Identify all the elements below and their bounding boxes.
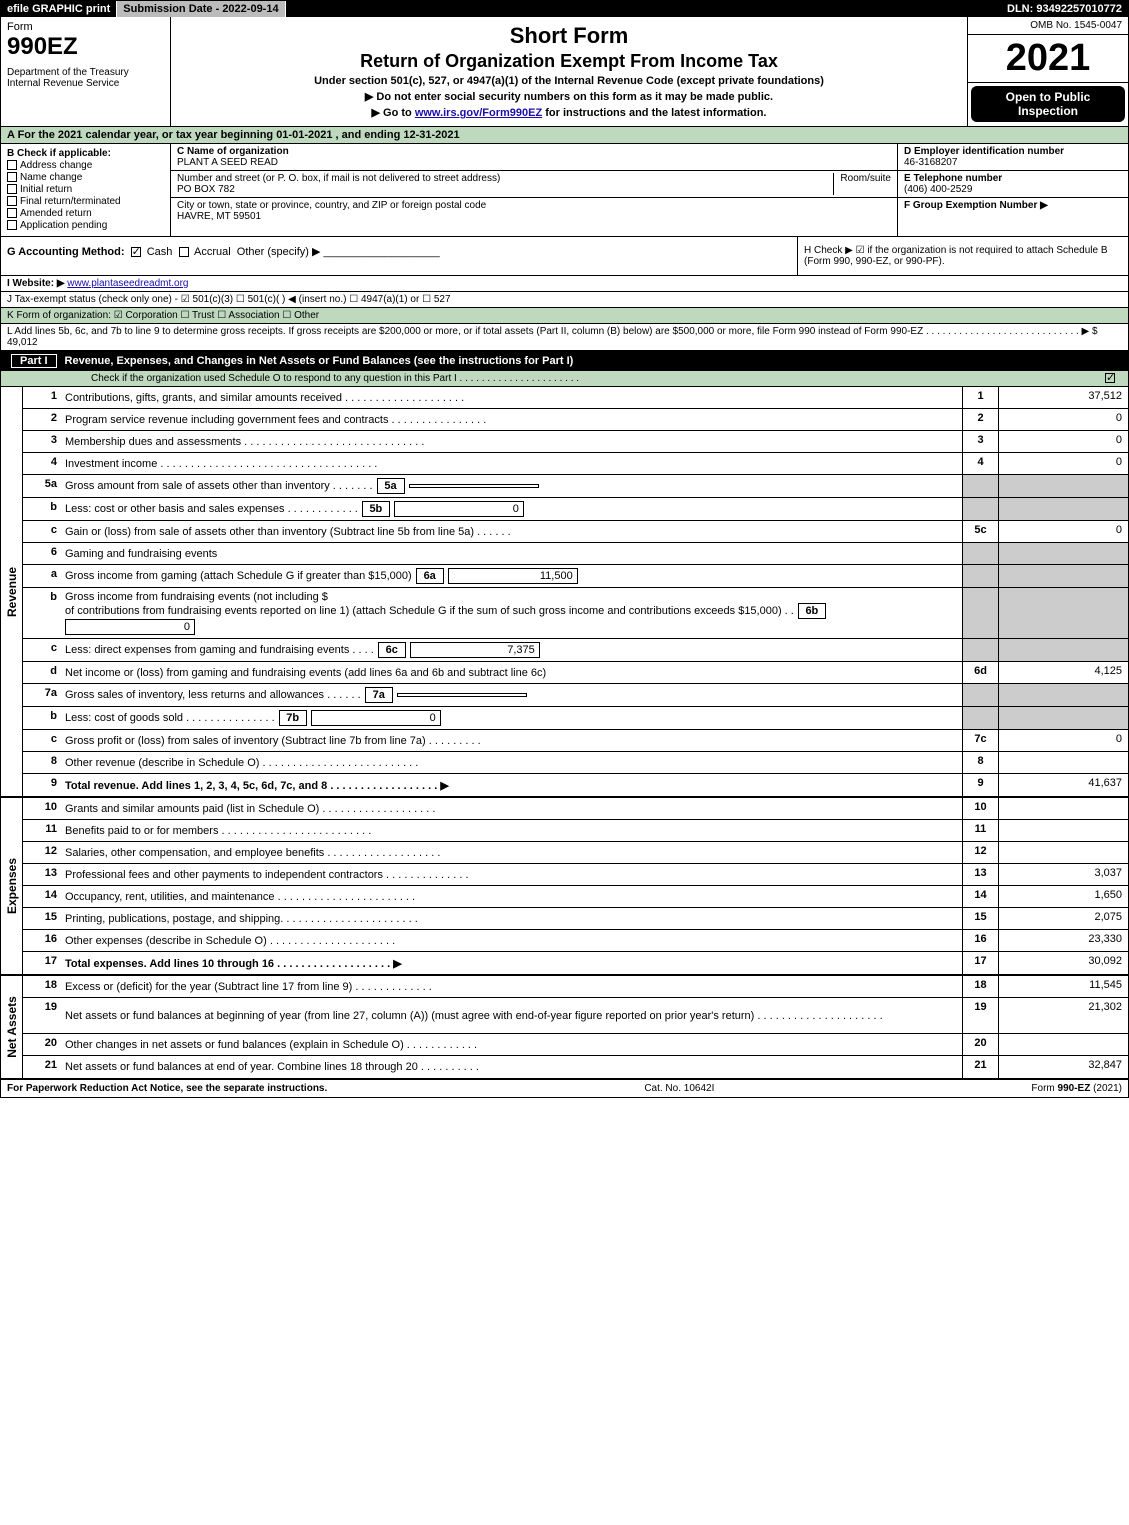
irs-link[interactable]: www.irs.gov/Form990EZ: [415, 107, 542, 119]
ein-value: 46-3168207: [904, 157, 957, 168]
line-6a-value: 11,500: [448, 568, 578, 584]
line-21-value: 32,847: [998, 1056, 1128, 1078]
line-7c-value: 0: [998, 730, 1128, 751]
submission-date: Submission Date - 2022-09-14: [117, 1, 285, 17]
box-g-accounting: G Accounting Method: Cash Accrual Other …: [1, 237, 798, 275]
form-990ez: efile GRAPHIC print Submission Date - 20…: [0, 0, 1129, 1098]
net-assets-section: Net Assets 18Excess or (deficit) for the…: [1, 976, 1128, 1079]
subtitle-1: Under section 501(c), 527, or 4947(a)(1)…: [181, 75, 957, 87]
line-5b-value: 0: [394, 501, 524, 517]
info-bcdef: B Check if applicable: Address change Na…: [1, 144, 1128, 237]
form-header: Form 990EZ Department of the Treasury In…: [1, 17, 1128, 127]
line-17-value: 30,092: [998, 952, 1128, 974]
revenue-section: Revenue 1Contributions, gifts, grants, a…: [1, 387, 1128, 798]
org-name: PLANT A SEED READ: [177, 157, 278, 168]
row-k-org-form: K Form of organization: ☑ Corporation ☐ …: [1, 308, 1128, 324]
return-title: Return of Organization Exempt From Incom…: [181, 51, 957, 72]
net-assets-label: Net Assets: [1, 976, 23, 1078]
header-right: OMB No. 1545-0047 2021 Open to Public In…: [968, 17, 1128, 126]
line-7b-value: 0: [311, 710, 441, 726]
line-18-value: 11,545: [998, 976, 1128, 997]
subtitle-3: ▶ Go to www.irs.gov/Form990EZ for instru…: [181, 106, 957, 119]
box-h-schedule-b: H Check ▶ ☑ if the organization is not r…: [798, 237, 1128, 275]
line-9-value: 41,637: [998, 774, 1128, 796]
dept-label: Department of the Treasury Internal Reve…: [7, 67, 164, 89]
row-j-tax-exempt: J Tax-exempt status (check only one) - ☑…: [1, 292, 1128, 308]
room-suite: Room/suite: [833, 173, 891, 195]
line-13-value: 3,037: [998, 864, 1128, 885]
header-left: Form 990EZ Department of the Treasury In…: [1, 17, 171, 126]
line-4-value: 0: [998, 453, 1128, 474]
revenue-label: Revenue: [1, 387, 23, 796]
line-8-value: [998, 752, 1128, 773]
part-i-header: Part I Revenue, Expenses, and Changes in…: [1, 351, 1128, 371]
expenses-label: Expenses: [1, 798, 23, 974]
line-6c-value: 7,375: [410, 642, 540, 658]
chk-schedule-o[interactable]: [1105, 373, 1115, 383]
expenses-section: Expenses 10Grants and similar amounts pa…: [1, 798, 1128, 976]
chk-cash[interactable]: [131, 247, 141, 257]
box-def: D Employer identification number 46-3168…: [898, 144, 1128, 236]
form-word: Form: [7, 21, 164, 33]
line-10-value: [998, 798, 1128, 819]
subtitle-2: ▶ Do not enter social security numbers o…: [181, 90, 957, 103]
line-3-value: 0: [998, 431, 1128, 452]
chk-final-return[interactable]: Final return/terminated: [7, 196, 164, 207]
org-address: PO BOX 782: [177, 184, 235, 195]
phone-value: (406) 400-2529: [904, 184, 972, 195]
omb-number: OMB No. 1545-0047: [968, 17, 1128, 35]
chk-address-change[interactable]: Address change: [7, 160, 164, 171]
efile-print-label[interactable]: efile GRAPHIC print: [1, 1, 117, 17]
chk-initial-return[interactable]: Initial return: [7, 184, 164, 195]
chk-application-pending[interactable]: Application pending: [7, 220, 164, 231]
row-gh: G Accounting Method: Cash Accrual Other …: [1, 237, 1128, 276]
line-15-value: 2,075: [998, 908, 1128, 929]
row-i-website: I Website: ▶ www.plantaseedreadmt.org: [1, 276, 1128, 292]
line-11-value: [998, 820, 1128, 841]
line-1-value: 37,512: [998, 387, 1128, 408]
line-7a-value: [397, 693, 527, 697]
open-to-public: Open to Public Inspection: [971, 86, 1125, 122]
header-center: Short Form Return of Organization Exempt…: [171, 17, 968, 126]
line-5a-value: [409, 484, 539, 488]
row-l-gross-receipts: L Add lines 5b, 6c, and 7b to line 9 to …: [1, 324, 1128, 351]
cat-number: Cat. No. 10642I: [327, 1083, 1031, 1094]
chk-name-change[interactable]: Name change: [7, 172, 164, 183]
line-6d-value: 4,125: [998, 662, 1128, 683]
group-exemption: F Group Exemption Number ▶: [904, 200, 1048, 211]
org-city: HAVRE, MT 59501: [177, 211, 261, 222]
page-footer: For Paperwork Reduction Act Notice, see …: [1, 1079, 1128, 1097]
line-2-value: 0: [998, 409, 1128, 430]
form-number: 990EZ: [7, 33, 164, 61]
line-5c-value: 0: [998, 521, 1128, 542]
gross-receipts-value: 49,012: [7, 337, 38, 348]
chk-amended-return[interactable]: Amended return: [7, 208, 164, 219]
row-a-tax-year: A For the 2021 calendar year, or tax yea…: [1, 127, 1128, 144]
line-16-value: 23,330: [998, 930, 1128, 951]
box-c-org-info: C Name of organization PLANT A SEED READ…: [171, 144, 898, 236]
line-14-value: 1,650: [998, 886, 1128, 907]
line-12-value: [998, 842, 1128, 863]
top-bar: efile GRAPHIC print Submission Date - 20…: [1, 1, 1128, 17]
line-6b-value: 0: [65, 619, 195, 635]
tax-year: 2021: [968, 35, 1128, 83]
short-form-title: Short Form: [181, 23, 957, 49]
part-i-sub: Check if the organization used Schedule …: [1, 371, 1128, 387]
line-19-value: 21,302: [998, 998, 1128, 1033]
box-b-checkboxes: B Check if applicable: Address change Na…: [1, 144, 171, 236]
form-version: Form 990-EZ (2021): [1031, 1083, 1122, 1094]
line-20-value: [998, 1034, 1128, 1055]
dln-label: DLN: 93492257010772: [1001, 1, 1128, 17]
website-link[interactable]: www.plantaseedreadmt.org: [67, 278, 188, 289]
chk-accrual[interactable]: [179, 247, 189, 257]
